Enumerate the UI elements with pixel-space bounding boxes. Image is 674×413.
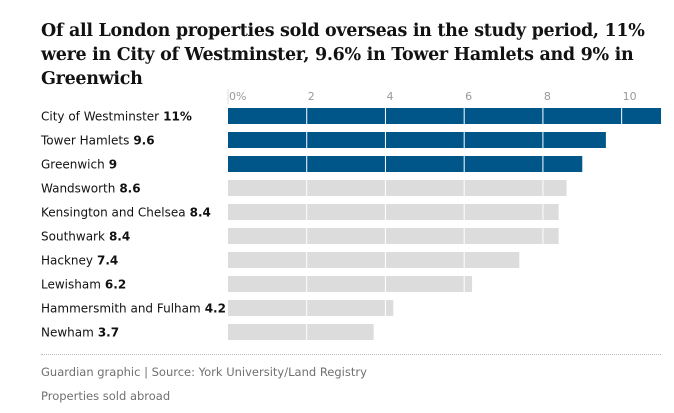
x-tick-label-5: 10: [623, 90, 637, 103]
value-label: 8.6: [119, 182, 140, 196]
bar-chart: 0% 2 4 6 8 10 City of Westminster 11% Tower Ham…: [40, 89, 661, 342]
x-tick-label-1: 2: [308, 90, 315, 103]
bar-4: [228, 204, 559, 220]
category-label-9: Newham 3.7: [41, 326, 119, 340]
category-name: Wandsworth: [41, 182, 115, 196]
category-name: Hammersmith and Fulham: [41, 302, 201, 316]
category-label-2: Greenwich 9: [41, 158, 117, 172]
bar-1: [228, 132, 606, 148]
bar-3: [228, 180, 567, 196]
x-axis-ticks: 0% 2 4 6 8 10: [229, 90, 637, 103]
category-label-8: Hammersmith and Fulham 4.2: [41, 302, 226, 316]
value-label: 11%: [163, 110, 192, 124]
gridlines: [227, 89, 623, 342]
category-name: Lewisham: [41, 278, 101, 292]
value-label: 8.4: [190, 206, 211, 220]
value-label: 3.7: [98, 326, 119, 340]
category-label-3: Wandsworth 8.6: [41, 182, 141, 196]
bar-5: [228, 228, 559, 244]
value-label: 9.6: [133, 134, 154, 148]
x-tick-label-4: 8: [544, 90, 551, 103]
category-name: City of Westminster: [41, 110, 159, 124]
x-tick-label-3: 6: [465, 90, 472, 103]
footnote: Properties sold abroad: [41, 389, 171, 403]
category-name: Tower Hamlets: [40, 134, 129, 148]
bar-8: [228, 300, 394, 316]
value-label: 6.2: [105, 278, 126, 292]
bar-9: [228, 324, 374, 340]
value-label: 9: [109, 158, 117, 172]
bar-6: [228, 252, 520, 268]
category-name: Hackney: [41, 254, 93, 268]
bar-0: [228, 108, 661, 124]
category-label-7: Lewisham 6.2: [41, 278, 126, 292]
x-tick-label-0: 0%: [229, 90, 246, 103]
value-label: 4.2: [205, 302, 226, 316]
bar-2: [228, 156, 583, 172]
category-labels: City of Westminster 11% Tower Hamlets 9.6 Gr…: [40, 110, 226, 340]
source-credit: Guardian graphic | Source: York Universi…: [41, 365, 367, 379]
value-label: 8.4: [109, 230, 130, 244]
x-tick-label-2: 4: [386, 90, 393, 103]
category-label-0: City of Westminster 11%: [41, 110, 192, 124]
category-label-5: Southwark 8.4: [41, 230, 130, 244]
category-name: Greenwich: [41, 158, 105, 172]
category-name: Kensington and Chelsea: [41, 206, 186, 220]
bars-layer: [228, 108, 661, 340]
category-name: Newham: [41, 326, 94, 340]
category-name: Southwark: [41, 230, 105, 244]
chart-title: Of all London properties sold overseas i…: [41, 21, 645, 89]
footer-divider: [41, 354, 661, 355]
bar-7: [228, 276, 473, 292]
category-label-6: Hackney 7.4: [41, 254, 118, 268]
category-label-4: Kensington and Chelsea 8.4: [41, 206, 211, 220]
value-label: 7.4: [97, 254, 118, 268]
category-label-1: Tower Hamlets 9.6: [40, 134, 155, 148]
